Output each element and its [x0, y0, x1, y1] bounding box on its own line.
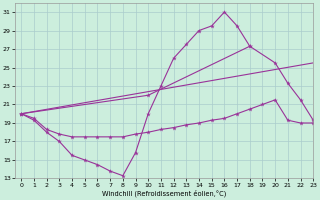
X-axis label: Windchill (Refroidissement éolien,°C): Windchill (Refroidissement éolien,°C): [102, 190, 226, 197]
